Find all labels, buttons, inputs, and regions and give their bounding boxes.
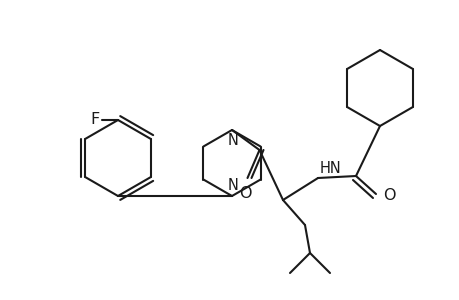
Text: O: O: [382, 188, 395, 203]
Text: F: F: [90, 112, 100, 128]
Text: N: N: [227, 133, 238, 148]
Text: O: O: [239, 186, 251, 201]
Text: N: N: [227, 178, 238, 193]
Text: HN: HN: [319, 161, 341, 176]
